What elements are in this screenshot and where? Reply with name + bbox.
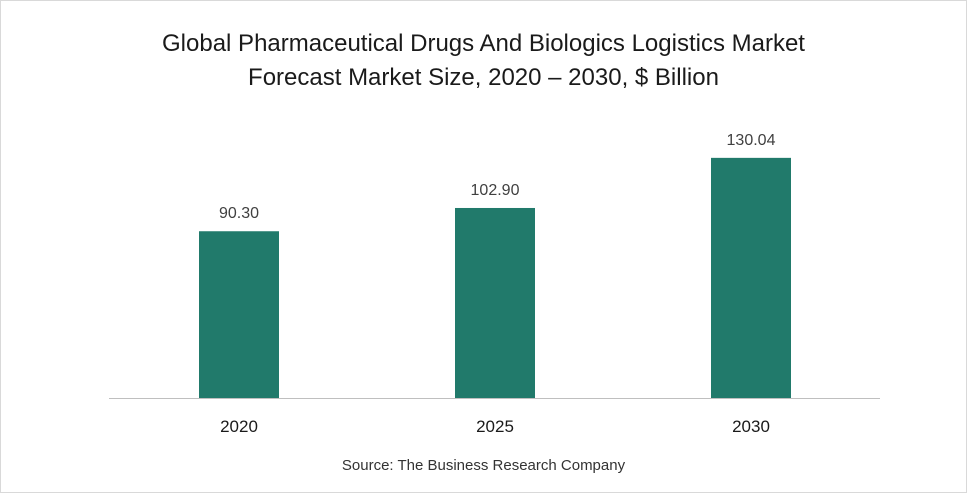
data-label-2030: 130.04: [727, 132, 776, 149]
source-note: Source: The Business Research Company: [341, 457, 626, 474]
x-tick-label-2020: 2020: [220, 417, 258, 436]
x-tick-label-2030: 2030: [732, 417, 770, 436]
data-label-2025: 102.90: [471, 182, 520, 199]
bar-2020: [199, 231, 279, 398]
chart-title-line-1: Global Pharmaceutical Drugs And Biologic…: [162, 30, 805, 57]
chart-title: Global Pharmaceutical Drugs And Biologic…: [1, 27, 966, 95]
bar-2025: [455, 207, 535, 398]
chart-title-line-2: Forecast Market Size, 2020 – 2030, $ Bil…: [248, 64, 719, 91]
x-tick-label-2025: 2025: [476, 417, 514, 436]
data-label-2020: 90.30: [219, 205, 259, 222]
bar-2030: [711, 157, 791, 398]
